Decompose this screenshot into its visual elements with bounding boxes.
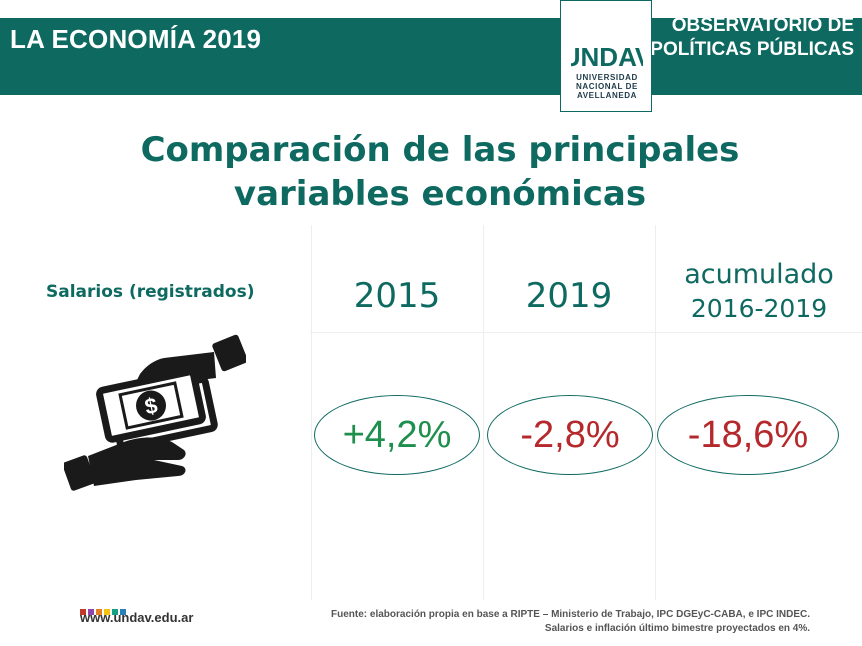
header-observatorio-line2: POLÍTICAS PÚBLICAS — [650, 39, 854, 60]
row-divider — [310, 332, 862, 333]
column-head-acumulado: acumulado 2016-2019 — [656, 258, 862, 326]
source-note: Fuente: elaboración propia en base a RIP… — [331, 608, 810, 636]
header-observatorio: OBSERVATORIO DE POLÍTICAS PÚBLICAS — [650, 14, 854, 62]
page-title-line2: variables económicas — [233, 174, 647, 214]
column-head-acumulado-line2: 2016-2019 — [690, 294, 828, 323]
value-ellipse-2015 — [314, 395, 480, 475]
brand-dot — [112, 609, 118, 615]
brand-dot — [88, 609, 94, 615]
hands-exchanging-money-icon: $ — [64, 334, 246, 491]
header-band — [0, 18, 862, 95]
header-title: LA ECONOMÍA 2019 — [10, 24, 262, 54]
column-head-2019: 2019 — [525, 276, 613, 316]
svg-text:$: $ — [143, 393, 160, 420]
value-acumulado: -18,6% — [687, 414, 809, 456]
header-observatorio-line1: OBSERVATORIO DE — [671, 15, 854, 36]
brand-color-dots — [80, 602, 128, 620]
column-head-2015: 2015 — [353, 276, 441, 316]
value-ellipse-acumulado — [657, 395, 839, 475]
column-divider — [311, 225, 312, 600]
column-head-acumulado-line1: acumulado — [684, 259, 834, 290]
row-label-salarios: Salarios (registrados) — [46, 282, 255, 302]
column-divider — [655, 225, 656, 600]
logo-line2: NACIONAL DE — [575, 82, 638, 91]
brand-dot — [104, 609, 110, 615]
value-ellipse-2019 — [487, 395, 653, 475]
source-line2: Salarios e inflación último bimestre pro… — [544, 623, 810, 634]
value-2015: +4,2% — [342, 414, 452, 456]
brand-dot — [120, 609, 126, 615]
website-link[interactable]: www.undav.edu.ar — [80, 610, 194, 625]
undav-logo-mark: UNDAV — [571, 42, 643, 71]
page-title: Comparación de las principales variables… — [0, 128, 862, 216]
value-2019: -2,8% — [520, 414, 620, 456]
undav-logo: UNDAV UNIVERSIDAD NACIONAL DE AVELLANEDA — [560, 0, 652, 112]
logo-line1: UNIVERSIDAD — [576, 73, 638, 82]
page-title-line1: Comparación de las principales — [140, 130, 740, 170]
logo-line3: AVELLANEDA — [576, 91, 638, 100]
undav-logo-mark-text: UNDAV — [571, 42, 643, 71]
column-divider — [483, 225, 484, 600]
brand-dot — [96, 609, 102, 615]
brand-dot — [80, 609, 86, 615]
undav-logo-text: UNIVERSIDAD NACIONAL DE AVELLANEDA — [565, 73, 649, 100]
source-line1: Fuente: elaboración propia en base a RIP… — [331, 609, 810, 620]
